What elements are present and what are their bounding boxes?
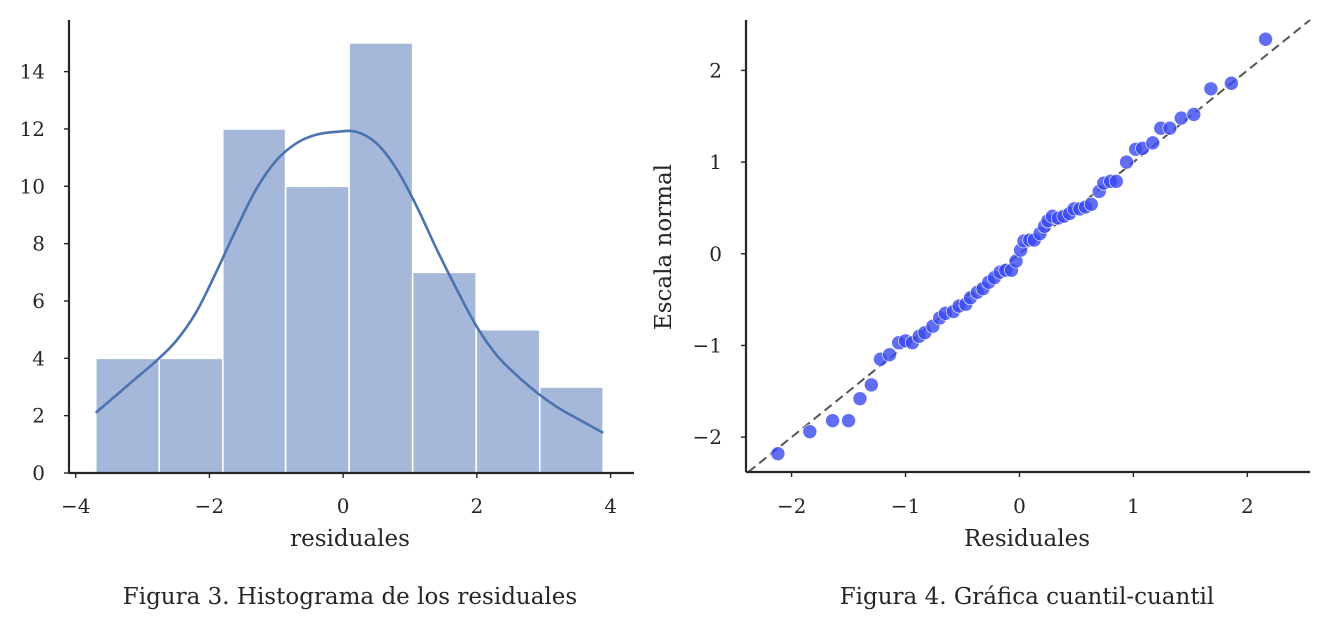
qq-point-46 xyxy=(1109,174,1124,189)
qq-x-tick-label: 2 xyxy=(1241,494,1254,518)
qq-point-53 xyxy=(1173,110,1189,126)
qq-y-tick-label: 0 xyxy=(709,242,722,266)
qq-point-52 xyxy=(1162,120,1178,136)
qq-point-2 xyxy=(825,413,840,428)
histogram-x-tick-label: 0 xyxy=(337,494,350,518)
histogram-y-tick-label: 8 xyxy=(32,232,45,256)
histogram-caption: Figura 3. Histograma de los residuales xyxy=(123,584,577,610)
qq-point-7 xyxy=(882,347,897,362)
qq-point-0 xyxy=(770,446,786,461)
kde-curve xyxy=(94,129,604,435)
qq-point-57 xyxy=(1258,31,1273,47)
qq-y-tick-label: 2 xyxy=(709,58,722,82)
histogram-x-tick-label: 2 xyxy=(471,494,484,518)
histogram-y-tick-label: 12 xyxy=(20,117,45,141)
qq-x-tick-label: 1 xyxy=(1127,494,1140,518)
histogram-y-tick-label: 2 xyxy=(32,404,45,428)
histogram-x-tick-label: 4 xyxy=(604,494,617,518)
qq-point-56 xyxy=(1224,75,1239,91)
histogram-panel: −4 −2 0 2 4 0 2 4 6 8 10 12 14 residuales Figura 3.… xyxy=(20,20,634,610)
histogram-x-tick-label: −4 xyxy=(61,494,90,518)
histogram-y-tick-label: 14 xyxy=(20,60,45,84)
qq-point-47 xyxy=(1119,154,1134,170)
qq-x-axis-title: Residuales xyxy=(964,526,1090,552)
qq-y-ticks: −2 −1 0 1 2 xyxy=(693,58,746,449)
histogram-y-tick-label: 0 xyxy=(32,461,45,485)
qq-x-ticks: −2 −1 0 1 2 xyxy=(777,472,1254,518)
histogram-x-ticks: −4 −2 0 2 4 xyxy=(61,473,617,518)
qq-y-tick-label: −1 xyxy=(693,333,722,357)
qq-point-55 xyxy=(1203,81,1219,97)
histogram-y-ticks: 0 2 4 6 8 10 12 14 xyxy=(20,60,69,485)
histogram-bar-3 xyxy=(284,185,350,474)
qq-points xyxy=(770,31,1273,461)
histogram-bar-1 xyxy=(158,357,224,474)
histogram-y-tick-label: 10 xyxy=(20,174,45,198)
qq-x-tick-label: −1 xyxy=(891,494,920,518)
qq-point-3 xyxy=(841,413,856,428)
histogram-bar-5 xyxy=(411,271,478,474)
qq-point-42 xyxy=(1083,196,1099,212)
qq-point-4 xyxy=(852,391,868,406)
qq-point-54 xyxy=(1186,107,1202,122)
histogram-bar-4 xyxy=(348,42,414,474)
histogram-bar-6 xyxy=(475,328,541,474)
qq-plot-panel: −2 −1 0 1 2 −2 −1 0 1 2 Residuales Escala normal… xyxy=(651,19,1311,610)
qq-point-5 xyxy=(864,377,879,393)
histogram-bar-7 xyxy=(538,386,605,474)
qq-y-tick-label: −2 xyxy=(693,425,722,449)
qq-point-50 xyxy=(1145,135,1161,151)
histogram-bars xyxy=(94,42,605,474)
qq-caption: Figura 4. Gráfica cuantil-cuantil xyxy=(840,584,1215,610)
histogram-bar-2 xyxy=(221,128,287,474)
qq-y-tick-label: 1 xyxy=(709,150,722,174)
qq-x-tick-label: −2 xyxy=(777,494,806,518)
histogram-bar-0 xyxy=(94,357,161,474)
histogram-x-tick-label: −2 xyxy=(195,494,224,518)
histogram-x-axis-title: residuales xyxy=(290,526,410,552)
qq-point-1 xyxy=(802,424,818,439)
qq-y-axis-title: Escala normal xyxy=(651,164,677,330)
qq-x-tick-label: 0 xyxy=(1013,494,1026,518)
histogram-y-tick-label: 4 xyxy=(32,346,45,370)
qq-reference-line xyxy=(747,19,1311,473)
histogram-y-tick-label: 6 xyxy=(32,289,45,313)
